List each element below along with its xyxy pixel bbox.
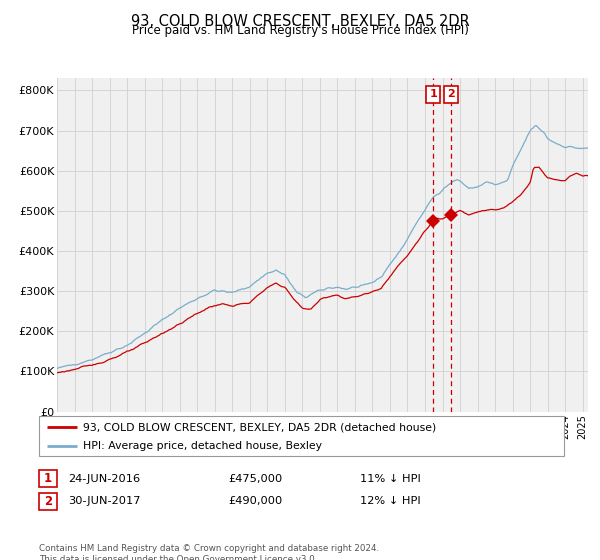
Text: 1: 1	[430, 90, 437, 100]
Text: 11% ↓ HPI: 11% ↓ HPI	[360, 474, 421, 484]
Text: Price paid vs. HM Land Registry's House Price Index (HPI): Price paid vs. HM Land Registry's House …	[131, 24, 469, 37]
Text: £490,000: £490,000	[228, 496, 282, 506]
Text: 24-JUN-2016: 24-JUN-2016	[68, 474, 140, 484]
Text: 12% ↓ HPI: 12% ↓ HPI	[360, 496, 421, 506]
Text: Contains HM Land Registry data © Crown copyright and database right 2024.
This d: Contains HM Land Registry data © Crown c…	[39, 544, 379, 560]
Text: 93, COLD BLOW CRESCENT, BEXLEY, DA5 2DR: 93, COLD BLOW CRESCENT, BEXLEY, DA5 2DR	[131, 14, 469, 29]
Text: 93, COLD BLOW CRESCENT, BEXLEY, DA5 2DR (detached house): 93, COLD BLOW CRESCENT, BEXLEY, DA5 2DR …	[83, 422, 436, 432]
Text: 1: 1	[44, 472, 52, 486]
Text: 30-JUN-2017: 30-JUN-2017	[68, 496, 140, 506]
Text: 2: 2	[44, 494, 52, 508]
Text: £475,000: £475,000	[228, 474, 282, 484]
Text: HPI: Average price, detached house, Bexley: HPI: Average price, detached house, Bexl…	[83, 441, 322, 451]
Text: 2: 2	[447, 90, 455, 100]
